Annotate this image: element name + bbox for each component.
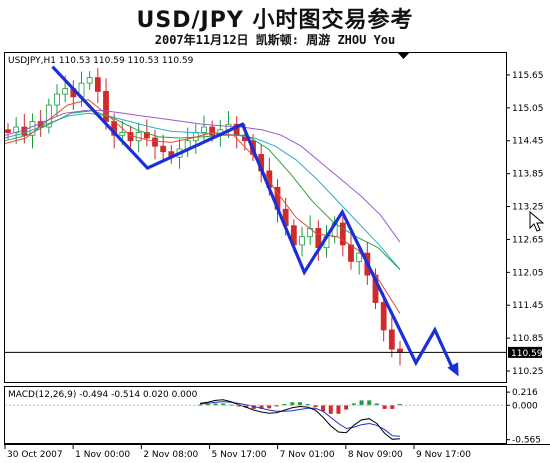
time-tick-label: 8 Nov 09:00: [348, 450, 403, 460]
current-price-label: 110.59: [511, 349, 543, 359]
time-axis: 30 Oct 2007 1 Nov 00:00 2 Nov 08:00 5 Nov 1…: [4, 444, 471, 460]
macd-main-line: [199, 399, 401, 440]
candle-body: [348, 244, 354, 262]
macd-histogram-bar: [221, 403, 226, 406]
macd-histogram-bar: [198, 404, 202, 406]
macd-histogram-bar: [205, 404, 210, 406]
candle-body: [103, 90, 109, 122]
price-tick-label: 112.65: [512, 235, 544, 245]
macd-tick-label: 0.216: [512, 388, 538, 398]
price-tick-label: 110.85: [512, 334, 544, 344]
macd-histogram-bar: [259, 405, 264, 409]
macd-histogram-bar: [267, 405, 272, 409]
candle-body: [143, 132, 150, 139]
candle-body: [380, 302, 387, 331]
macd-histogram-bar: [398, 404, 402, 406]
candle-body: [86, 77, 93, 84]
time-tick-label: 7 Nov 01:00: [280, 450, 335, 460]
macd-histogram-bar: [374, 403, 379, 406]
candle-body: [127, 132, 134, 142]
chart-title: USD/JPY 小时图交易参考: [136, 8, 414, 33]
macd-histogram-bar: [313, 405, 318, 408]
macd-histogram-bar: [382, 405, 387, 409]
time-tick-label: 1 Nov 00:00: [75, 450, 130, 460]
macd-histogram-bar: [390, 405, 395, 409]
price-tick-label: 115.05: [512, 104, 544, 114]
candle-body: [45, 104, 52, 128]
candle-body: [135, 132, 142, 142]
candle-body: [339, 222, 346, 246]
candle-body: [62, 88, 69, 95]
macd-histogram-bar: [251, 405, 256, 409]
candle-body: [54, 93, 60, 106]
macd-histogram-bar: [328, 405, 333, 414]
symbol-label: USDJPY,H1 110.53 110.59 110.53 110.59: [8, 56, 194, 66]
current-price-box: [508, 346, 542, 358]
macd-histogram-bar: [290, 402, 295, 406]
price-axis: 115.65 115.05 114.45 113.85 113.25 112.65 112.…: [506, 71, 544, 377]
chart-subtitle: 2007年11月12日 凯斯顿: 周游 ZHOU You: [154, 33, 396, 47]
price-tick-label: 111.45: [512, 301, 544, 311]
macd-axis: 0.216 0.000 -0.565: [506, 388, 541, 446]
candle-body: [160, 145, 167, 153]
macd-histogram-bar: [213, 403, 218, 406]
macd-histogram-bar: [282, 404, 287, 406]
moving-average-line: [4, 110, 401, 243]
candle-body: [209, 126, 216, 136]
macd-tick-label: -0.565: [512, 436, 541, 446]
macd-histogram-bar: [305, 404, 310, 406]
macd-tick-label: 0.000: [512, 401, 538, 411]
price-tick-label: 115.65: [512, 71, 544, 81]
macd-histogram-bar: [344, 405, 349, 410]
scroll-marker: [397, 52, 410, 59]
macd-histogram-bar: [236, 405, 241, 407]
time-tick-label: 5 Nov 17:00: [212, 450, 267, 460]
macd-histogram-bar: [359, 400, 364, 406]
candle-body: [356, 252, 363, 262]
macd-histogram-bar: [321, 405, 326, 412]
candle-body: [299, 236, 305, 246]
candle-body: [201, 126, 207, 133]
moving-average-line: [4, 99, 401, 314]
macd-label: MACD(12,26,9) -0.494 -0.514 0.020 0.000: [8, 390, 198, 400]
price-tick-label: 113.25: [512, 203, 544, 213]
time-tick-label: 30 Oct 2007: [7, 450, 63, 460]
candle-body: [119, 132, 126, 136]
macd-histogram-bar: [351, 403, 356, 406]
trend-arrow-path: [51, 65, 455, 370]
macd-group: [5, 399, 506, 440]
candle-body: [21, 126, 28, 136]
macd-panel-frame: [4, 386, 507, 444]
main-panel-frame: [4, 52, 507, 383]
trend-arrow-head: [447, 362, 459, 377]
candle-body: [152, 137, 158, 147]
macd-histogram-bar: [298, 402, 302, 406]
moving-average-line: [4, 112, 401, 270]
price-tick-label: 113.85: [512, 170, 544, 180]
macd-histogram-bar: [244, 405, 249, 408]
price-tick-label: 114.45: [512, 137, 544, 147]
macd-histogram-bar: [367, 400, 372, 406]
macd-histogram-bar: [274, 405, 279, 407]
price-tick-label: 110.25: [512, 367, 544, 377]
candle-body: [5, 129, 11, 133]
mouse-cursor-icon: [529, 210, 545, 232]
time-tick-label: 9 Nov 17:00: [416, 450, 471, 460]
time-tick-label: 2 Nov 08:00: [143, 450, 198, 460]
macd-histogram-bar: [336, 405, 341, 414]
price-tick-label: 112.05: [512, 268, 544, 278]
candle-body: [388, 329, 395, 350]
candle-body: [94, 77, 101, 92]
